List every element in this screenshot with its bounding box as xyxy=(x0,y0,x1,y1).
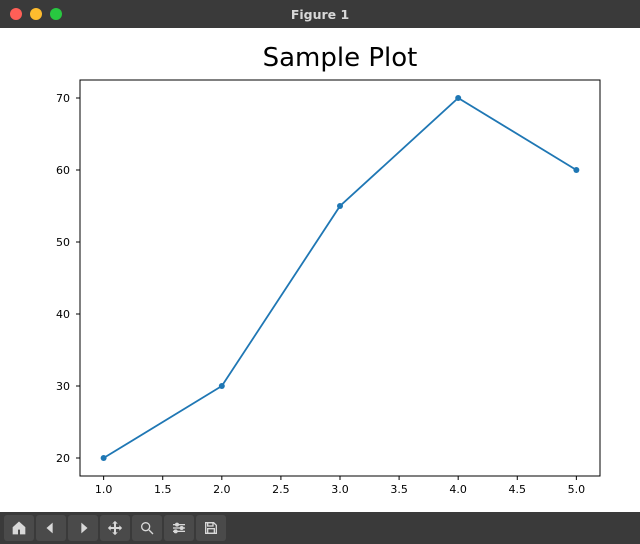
x-tick-label: 1.0 xyxy=(95,483,113,496)
arrow-left-icon xyxy=(43,520,59,536)
x-tick-label: 2.5 xyxy=(272,483,290,496)
window-controls xyxy=(10,8,62,20)
x-tick-label: 4.0 xyxy=(449,483,467,496)
chart-svg: Sample Plot 1.0 1.5 2.0 2.5 3.0 3.5 4.0 4.5 5.0 20… xyxy=(0,28,640,512)
save-icon xyxy=(203,520,219,536)
move-icon xyxy=(107,520,123,536)
axes-frame xyxy=(80,80,600,476)
y-tick-label: 60 xyxy=(56,164,70,177)
y-tick-label: 40 xyxy=(56,308,70,321)
window-title: Figure 1 xyxy=(0,7,640,22)
series-marker xyxy=(219,383,225,389)
chart-title: Sample Plot xyxy=(263,43,418,73)
series-marker xyxy=(455,95,461,101)
configure-subplots-button[interactable] xyxy=(164,515,194,541)
x-tick-label: 2.0 xyxy=(213,483,231,496)
zoom-window-icon[interactable] xyxy=(50,8,62,20)
pan-button[interactable] xyxy=(100,515,130,541)
minimize-icon[interactable] xyxy=(30,8,42,20)
window-titlebar: Figure 1 xyxy=(0,0,640,28)
zoom-icon xyxy=(139,520,155,536)
y-tick-label: 30 xyxy=(56,380,70,393)
arrow-right-icon xyxy=(75,520,91,536)
y-tick-label: 50 xyxy=(56,236,70,249)
forward-button[interactable] xyxy=(68,515,98,541)
figure-canvas: Sample Plot 1.0 1.5 2.0 2.5 3.0 3.5 4.0 4.5 5.0 20… xyxy=(0,28,640,512)
zoom-button[interactable] xyxy=(132,515,162,541)
close-icon[interactable] xyxy=(10,8,22,20)
x-tick-label: 4.5 xyxy=(509,483,527,496)
y-tick-label: 20 xyxy=(56,452,70,465)
home-icon xyxy=(11,520,27,536)
matplotlib-toolbar xyxy=(0,512,640,544)
x-tick-label: 5.0 xyxy=(568,483,586,496)
home-button[interactable] xyxy=(4,515,34,541)
x-tick-label: 3.0 xyxy=(331,483,349,496)
series-marker xyxy=(573,167,579,173)
sliders-icon xyxy=(171,520,187,536)
series-marker xyxy=(337,203,343,209)
y-tick-label: 70 xyxy=(56,92,70,105)
x-tick-label: 1.5 xyxy=(154,483,172,496)
save-button[interactable] xyxy=(196,515,226,541)
series-marker xyxy=(101,455,107,461)
x-tick-label: 3.5 xyxy=(390,483,408,496)
back-button[interactable] xyxy=(36,515,66,541)
